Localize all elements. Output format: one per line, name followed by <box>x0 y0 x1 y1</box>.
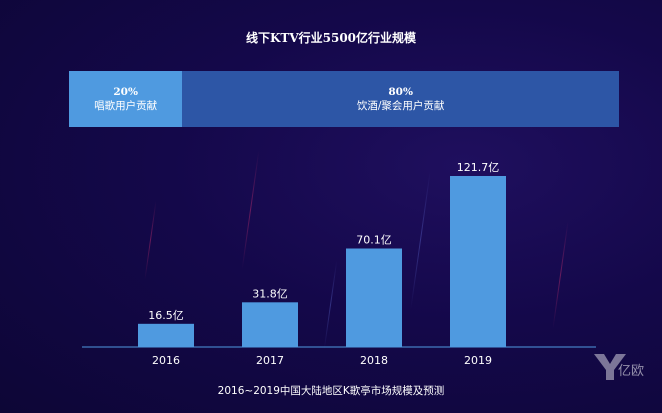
logo-text: 亿欧 <box>618 364 645 379</box>
data-label: 16.5亿 <box>148 309 184 322</box>
yiou-logo-icon <box>594 354 626 380</box>
x-tick-label: 2017 <box>256 354 284 367</box>
share-segment-singing: 20% 唱歌用户贡献 <box>69 71 183 127</box>
share-bar: 20% 唱歌用户贡献 80% 饮酒/聚会用户贡献 <box>69 71 619 127</box>
share-label: 唱歌用户贡献 <box>94 100 158 112</box>
share-percent: 20% <box>113 86 138 98</box>
bar-2019 <box>450 176 506 347</box>
share-segment-drinking: 80% 饮酒/聚会用户贡献 <box>182 71 619 127</box>
chart-caption: 2016~2019中国大陆地区K歌亭市场规模及预测 <box>217 385 445 397</box>
data-label: 70.1亿 <box>356 234 392 247</box>
bar-2018 <box>346 248 402 347</box>
chart-title: 线下KTV行业5500亿行业规模 <box>245 31 417 45</box>
data-label: 121.7亿 <box>457 161 500 174</box>
x-tick-label: 2019 <box>464 354 492 367</box>
share-label: 饮酒/聚会用户贡献 <box>356 100 445 112</box>
x-tick-label: 2018 <box>360 354 388 367</box>
share-percent: 80% <box>388 86 413 98</box>
x-tick-label: 2016 <box>152 354 180 367</box>
bar-2016 <box>138 323 194 347</box>
data-label: 31.8亿 <box>252 287 288 300</box>
bar-2017 <box>242 302 298 347</box>
